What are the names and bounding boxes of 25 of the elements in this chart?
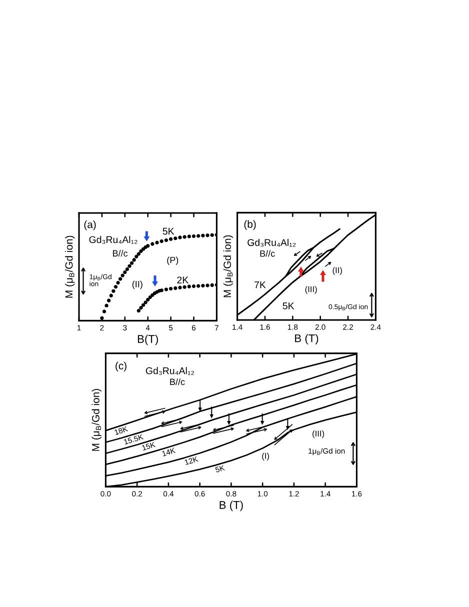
annotation: B//c: [260, 250, 275, 257]
y-axis-title: M (μ$_{B}$/Gd ion): [65, 236, 75, 298]
annotation: B//c: [170, 378, 185, 386]
annotation: (I): [262, 452, 270, 461]
x-axis-title: B (T): [295, 334, 318, 344]
annotation: Gd₃Ru₄Al₁₂: [146, 367, 194, 375]
series-label: 5K: [162, 228, 174, 235]
annotation: (II): [332, 267, 342, 275]
annotation: (c): [116, 362, 126, 372]
x-axis-title: B(T): [138, 334, 158, 346]
annotation: Gd₃Ru₄Al₁₂: [89, 236, 138, 244]
annotation: (II): [132, 280, 142, 290]
series-label: 2K: [177, 276, 189, 284]
annotation: B//c: [113, 250, 128, 257]
annotation: (P): [167, 256, 178, 266]
series-label: 5K: [282, 302, 294, 310]
y-axis-title: M (μ$_{B}$/Gd ion): [223, 235, 234, 298]
y-axis-title: M (μ$_{B}$/Gd ion): [92, 388, 102, 451]
annotation: Gd₃Ru₄Al₁₂: [248, 238, 296, 247]
annotation: (b): [244, 220, 256, 230]
text: (a): [84, 220, 96, 230]
x-axis-title: B (T): [220, 500, 243, 512]
annotation: (III): [305, 286, 317, 294]
annotation: (III): [312, 430, 324, 438]
series-label: 7K: [254, 281, 266, 288]
